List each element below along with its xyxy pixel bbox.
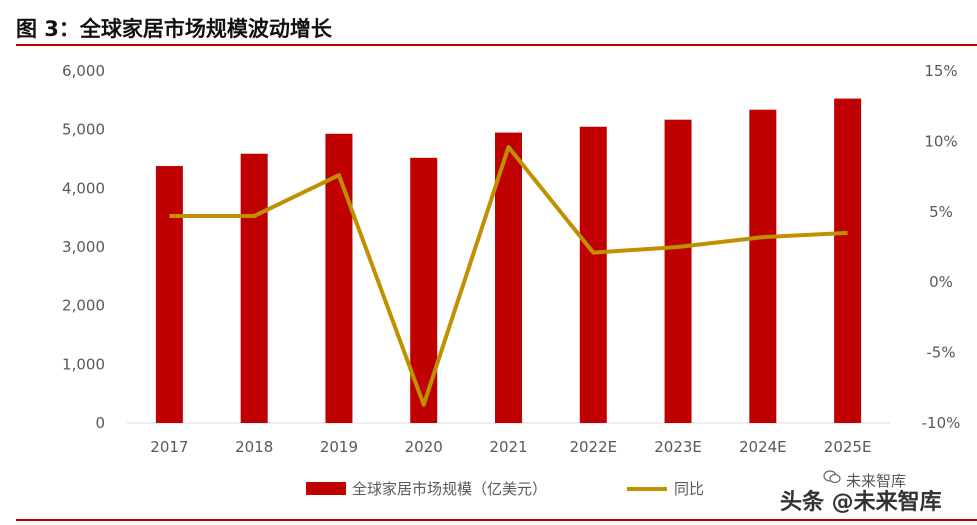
wechat-icon	[823, 470, 841, 484]
left-tick-label: 0	[95, 414, 105, 432]
left-tick-label: 1,000	[62, 355, 105, 373]
bar-2023E	[664, 119, 692, 424]
right-tick-label: -5%	[926, 344, 955, 362]
bottom-rule	[16, 519, 977, 521]
bar-2019	[325, 133, 353, 424]
watermark-line1: 未来智库	[846, 472, 907, 490]
yoy-line	[169, 145, 848, 407]
x-tick-label: 2019	[320, 438, 358, 456]
x-tick-label: 2018	[235, 438, 273, 456]
x-tick-label: 2022E	[569, 438, 617, 456]
x-tick-label: 2025E	[824, 438, 872, 456]
legend-label-line: 同比	[674, 480, 704, 498]
right-tick-label: 15%	[924, 62, 957, 80]
right-tick-label: 5%	[929, 203, 953, 221]
title-bar: 图 3：全球家居市场规模波动增长	[0, 0, 977, 46]
x-tick-label: 2017	[150, 438, 188, 456]
right-axis-ticks: -10% -5% 0% 5% 10% 15%	[922, 62, 961, 432]
x-tick-label: 2023E	[654, 438, 702, 456]
bar-2018	[240, 153, 268, 423]
bars-layer	[155, 98, 862, 424]
bar-2017	[155, 166, 183, 424]
line-layer	[169, 145, 848, 407]
left-tick-label: 2,000	[62, 297, 105, 315]
right-tick-label: -10%	[922, 414, 961, 432]
left-tick-label: 5,000	[62, 121, 105, 139]
x-tick-label: 2021	[489, 438, 527, 456]
watermark-line2: 头条 @未来智库	[780, 490, 942, 515]
legend-swatch-bar	[306, 482, 346, 495]
title-rule	[16, 44, 977, 46]
x-tick-label: 2020	[405, 438, 443, 456]
left-tick-label: 4,000	[62, 179, 105, 197]
x-tick-label: 2024E	[739, 438, 787, 456]
left-tick-label: 6,000	[62, 62, 105, 80]
bar-2025E	[834, 98, 862, 423]
right-tick-label: 0%	[929, 273, 953, 291]
legend: 全球家居市场规模（亿美元） 同比	[306, 480, 704, 498]
bar-2022E	[579, 126, 607, 423]
left-tick-label: 3,000	[62, 238, 105, 256]
x-axis-ticks: 2017 2018 2019 2020 2021 2022E 2023E 2024E 2025E	[150, 438, 871, 456]
chart-title: 图 3：全球家居市场规模波动增长	[16, 17, 332, 41]
legend-label-bar: 全球家居市场规模（亿美元）	[352, 480, 547, 498]
right-tick-label: 10%	[924, 132, 957, 150]
left-axis-ticks: 0 1,000 2,000 3,000 4,000 5,000 6,000	[62, 62, 105, 432]
bar-2021	[495, 132, 522, 423]
bar-2024E	[749, 109, 777, 423]
